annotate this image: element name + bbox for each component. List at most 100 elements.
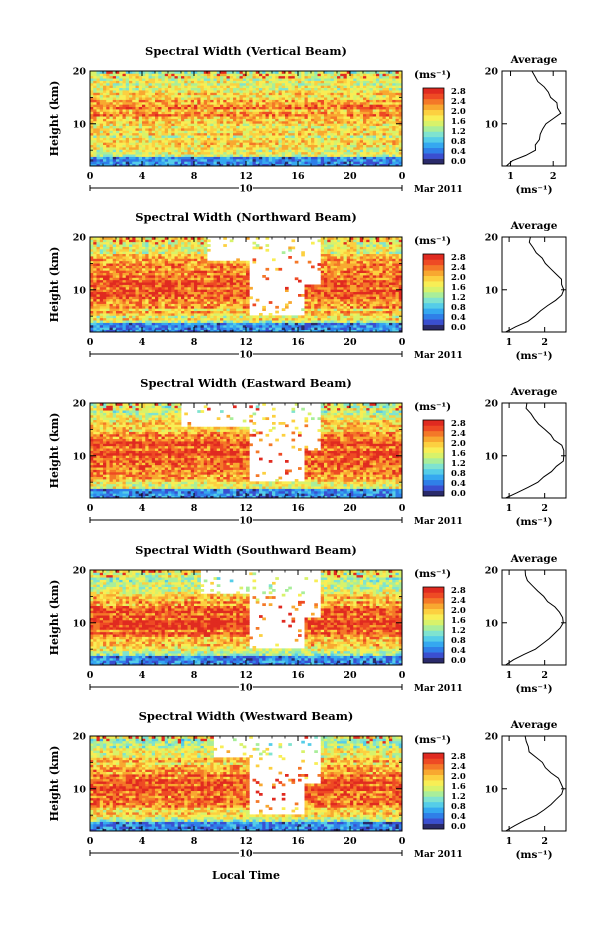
heatmap-cell	[138, 130, 143, 134]
heatmap-cell	[210, 144, 214, 148]
heatmap-cell	[343, 94, 348, 98]
heatmap-cell	[255, 130, 260, 134]
heatmap-cell	[395, 315, 400, 319]
heatmap-cell	[327, 75, 331, 79]
heatmap-cell	[285, 128, 289, 131]
heatmap-cell	[275, 78, 279, 81]
heatmap-cell	[314, 156, 318, 160]
heatmap-cell	[324, 82, 328, 86]
heatmap-cell	[369, 125, 374, 129]
heatmap-cell	[304, 322, 309, 326]
heatmap-cell	[398, 147, 403, 150]
heatmap-cell	[288, 327, 292, 331]
heatmap-cell	[356, 94, 361, 98]
heatmap-cell	[288, 104, 292, 108]
heatmap-cell	[125, 327, 130, 331]
heatmap-cell	[359, 158, 364, 162]
heatmap-cell	[220, 324, 224, 328]
heatmap-cell	[242, 118, 247, 122]
heatmap-cell	[207, 163, 211, 167]
heatmap-cell	[333, 320, 338, 323]
heatmap-cell	[369, 317, 374, 321]
heatmap-cell	[158, 322, 162, 326]
heatmap-cell	[278, 97, 283, 100]
heatmap-cell	[223, 308, 227, 312]
heatmap-cell	[190, 78, 195, 81]
heatmap-cell	[291, 158, 296, 162]
heatmap-cell	[200, 106, 205, 110]
heatmap-cell	[385, 324, 390, 328]
heatmap-cell	[93, 99, 97, 103]
heatmap-cell	[194, 90, 198, 93]
heatmap-cell	[307, 149, 312, 153]
heatmap-cell	[317, 87, 322, 91]
heatmap-cell	[398, 106, 403, 110]
heatmap-cell	[285, 104, 289, 108]
heatmap-cell	[93, 106, 97, 110]
heatmap-cell	[395, 118, 400, 122]
heatmap-cell	[151, 163, 156, 167]
heatmap-cell	[259, 120, 263, 124]
heatmap-cell	[343, 158, 348, 162]
heatmap-cell	[168, 92, 172, 96]
heatmap-cell	[197, 144, 201, 148]
heatmap-cell	[164, 116, 169, 119]
heatmap-cell	[350, 123, 354, 127]
heatmap-cell	[366, 308, 370, 312]
heatmap-cell	[220, 101, 224, 105]
heatmap-cell	[233, 132, 237, 136]
heatmap-cell	[112, 80, 117, 84]
heatmap-cell	[99, 147, 104, 150]
heatmap-cell	[99, 329, 104, 333]
heatmap-cell	[151, 310, 156, 314]
heatmap-cell	[275, 329, 279, 333]
heatmap-cell	[324, 75, 328, 79]
heatmap-cell	[106, 75, 110, 79]
heatmap-cell	[382, 130, 387, 134]
heatmap-cell	[265, 109, 270, 112]
heatmap-cell	[135, 99, 140, 103]
heatmap-cell	[395, 317, 400, 321]
heatmap-cell	[366, 161, 370, 165]
heatmap-cell	[350, 317, 354, 321]
heatmap-cell	[392, 128, 396, 131]
heatmap-cell	[220, 104, 224, 108]
heatmap-cell	[359, 313, 364, 316]
heatmap-cell	[359, 320, 364, 323]
heatmap-cell	[122, 85, 127, 89]
heatmap-cell	[203, 106, 208, 110]
heatmap-cell	[353, 329, 357, 333]
heatmap-cell	[246, 320, 250, 323]
heatmap-cell	[216, 156, 221, 160]
heatmap-cell	[145, 109, 149, 112]
heatmap-cell	[187, 310, 192, 314]
heatmap-cell	[372, 158, 377, 162]
heatmap-cell	[203, 320, 208, 323]
heatmap-cell	[103, 329, 107, 333]
heatmap-cell	[200, 113, 205, 117]
heatmap-cell	[90, 123, 94, 127]
heatmap-cell	[291, 156, 296, 160]
heatmap-cell	[359, 147, 364, 150]
heatmap-cell	[285, 158, 289, 162]
heatmap-cell	[242, 132, 247, 136]
heatmap-cell	[304, 327, 309, 331]
heatmap-cell	[103, 313, 107, 316]
heatmap-cell	[353, 317, 357, 321]
heatmap-cell	[385, 139, 390, 143]
heatmap-cell	[333, 158, 338, 162]
heatmap-cell	[353, 97, 357, 100]
heatmap-cell	[151, 154, 156, 157]
heatmap-cell	[177, 142, 182, 146]
heatmap-cell	[233, 82, 237, 86]
heatmap-cell	[96, 97, 101, 100]
heatmap-cell	[236, 144, 240, 148]
heatmap-cell	[265, 92, 270, 96]
heatmap-cell	[135, 322, 140, 326]
heatmap-cell	[200, 94, 205, 98]
heatmap-cell	[298, 85, 302, 89]
heatmap-cell	[327, 310, 331, 314]
heatmap-cell	[324, 71, 328, 74]
heatmap-cell	[171, 90, 175, 93]
heatmap-cell	[236, 313, 240, 316]
